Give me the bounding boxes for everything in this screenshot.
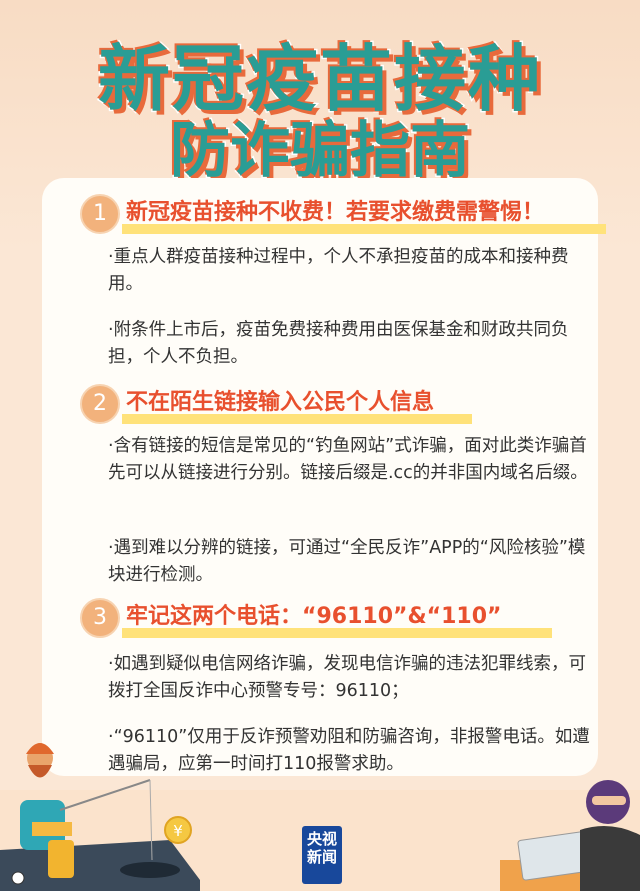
content-card [42, 178, 598, 776]
section-3-paragraph-1: ·如遇到疑似电信网络诈骗，发现电信诈骗的违法犯罪线索，可拨打全国反诈中心预警专号… [108, 654, 587, 701]
section-number-badge: 3 [80, 598, 120, 638]
section-number-badge: 1 [80, 194, 120, 234]
svg-text:¥: ¥ [173, 822, 183, 840]
heading-highlight [122, 224, 606, 234]
heading-highlight [122, 628, 552, 638]
section-3-paragraph-2: ·“96110”仅用于反诈预警劝阻和防骗咨询，非报警电话。如遭遇骗局，应第一时间… [108, 727, 590, 774]
section-2-header: 2 不在陌生链接输入公民个人信息 [80, 384, 600, 424]
section-2-paragraph-1: ·含有链接的短信是常见的“钓鱼网站”式诈骗，面对此类诈骗首先可以从链接进行分别。… [108, 436, 588, 483]
section-number-badge: 2 [80, 384, 120, 424]
section-1-header: 1 新冠疫苗接种不收费！若要求缴费需警惕！ [80, 194, 606, 234]
sub-title: 防诈骗指南 [169, 115, 472, 188]
section-heading: 牢记这两个电话：“96110”&“110” [126, 604, 502, 629]
heading-highlight [122, 414, 472, 424]
section-1-paragraph-2: ·附条件上市后，疫苗免费接种费用由医保基金和财政共同负担，个人不负担。 [108, 320, 569, 367]
section-2-paragraph-2: ·遇到难以分辨的链接，可通过“全民反诈”APP的“风险核验”模块进行检测。 [108, 538, 586, 585]
thief-illustration [500, 780, 640, 891]
section-3-header: 3 牢记这两个电话：“96110”&“110” [80, 598, 600, 638]
logo-line-2: 新闻 [306, 848, 337, 866]
section-heading: 新冠疫苗接种不收费！若要求缴费需警惕！ [126, 200, 545, 225]
cctv-news-logo: 央视 新闻 [302, 826, 342, 884]
section-heading: 不在陌生链接输入公民个人信息 [126, 390, 435, 415]
fisherman-illustration: ¥ [0, 743, 200, 891]
section-1-paragraph-1: ·重点人群疫苗接种过程中，个人不承担疫苗的成本和接种费用。 [108, 247, 569, 294]
logo-line-1: 央视 [306, 830, 337, 848]
main-title: 新冠疫苗接种 [96, 36, 542, 123]
